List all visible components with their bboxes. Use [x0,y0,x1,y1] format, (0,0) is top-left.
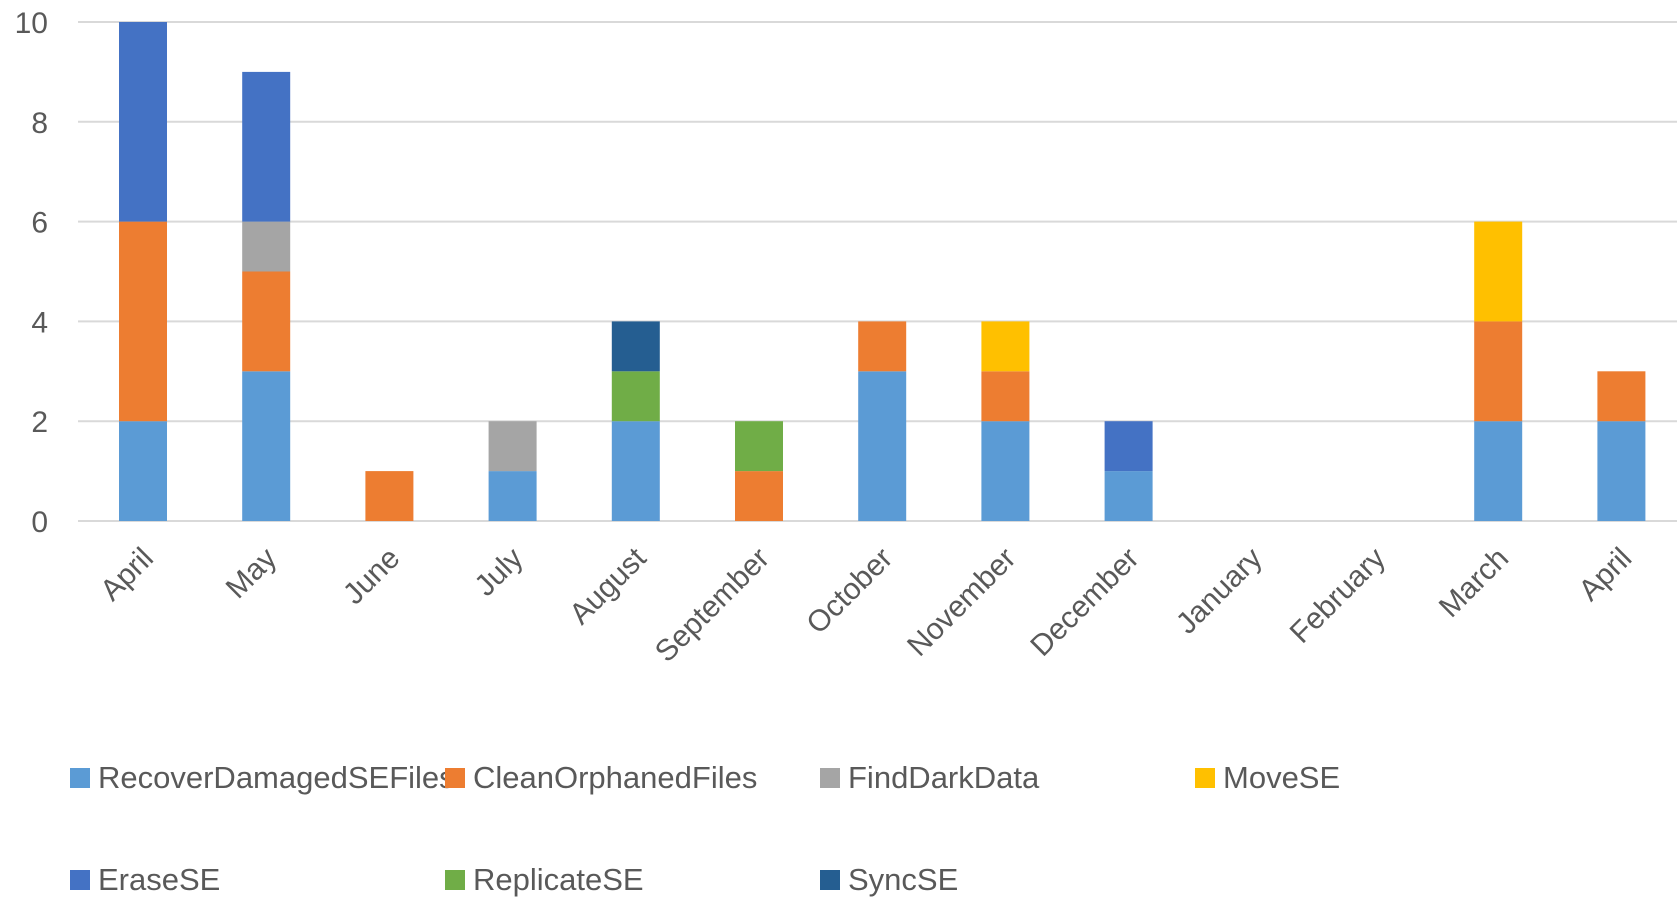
legend-swatch [820,768,840,788]
x-tick-label: August [563,541,653,631]
bar-segment [242,71,291,222]
legend-label: ReplicateSE [473,862,644,897]
bar-segment [1597,371,1646,422]
legend-label: MoveSE [1223,760,1341,795]
x-tick-label: June [337,542,406,611]
y-tick-label: 4 [31,306,48,339]
bar-segment [365,471,414,521]
legend-swatch [1195,768,1215,788]
legend-item: EraseSE [70,862,220,898]
y-tick-label: 6 [31,207,48,240]
bar-segment [1474,221,1523,322]
bar-segment [981,371,1030,422]
y-tick-label: 0 [31,506,48,539]
legend-label: SyncSE [848,862,959,897]
bar-segment [611,321,660,372]
bar-segment [981,421,1030,521]
legend: RecoverDamagedSEFiles CleanOrphanedFiles F… [70,760,1570,910]
bar-segment [1474,321,1523,422]
x-tick-label: September [649,542,776,669]
y-tick-label: 8 [31,107,48,140]
x-tick-label: November [901,542,1022,663]
bar-segment [488,471,537,521]
bar-segment [242,271,291,372]
legend-item: RecoverDamagedSEFiles [70,760,455,796]
bar-segment [1104,421,1153,472]
legend-swatch [820,870,840,890]
x-tick-label: January [1170,542,1269,641]
x-tick-label: March [1433,542,1515,624]
x-tick-label: July [468,542,529,603]
x-tick-label: December [1024,542,1145,663]
legend-item: FindDarkData [820,760,1039,796]
legend-item: MoveSE [1195,760,1340,796]
x-tick-label: April [1573,542,1639,608]
bar-segment [1104,471,1153,521]
bar-segment [981,321,1030,372]
bar-segment [735,471,783,521]
bar-segment [242,221,291,272]
bar-segment [488,421,537,472]
legend-item: SyncSE [820,862,958,898]
bar-segment [858,321,907,372]
y-tick-label: 2 [31,406,48,439]
legend-item: CleanOrphanedFiles [445,760,757,796]
legend-swatch [70,870,90,890]
bar-segment [1474,421,1523,521]
legend-item: ReplicateSE [445,862,644,898]
x-tick-label: October [800,542,899,641]
bar-segment [242,371,291,521]
legend-label: RecoverDamagedSEFiles [98,760,455,795]
legend-swatch [445,768,465,788]
bar-segment [119,221,167,422]
bar-segment [735,421,783,472]
bar-segment [611,421,660,521]
bar-segment [1597,421,1646,521]
x-tick-label: April [94,542,160,608]
y-tick-label: 10 [15,7,48,40]
bar-segment [611,371,660,422]
x-tick-label: February [1284,542,1392,650]
legend-label: FindDarkData [848,760,1040,795]
bar-segment [119,421,167,521]
legend-label: EraseSE [98,862,221,897]
bar-segment [119,22,167,222]
legend-label: CleanOrphanedFiles [473,760,758,795]
legend-swatch [445,870,465,890]
bar-segment [858,371,907,521]
x-tick-label: May [220,542,283,605]
legend-swatch [70,768,90,788]
